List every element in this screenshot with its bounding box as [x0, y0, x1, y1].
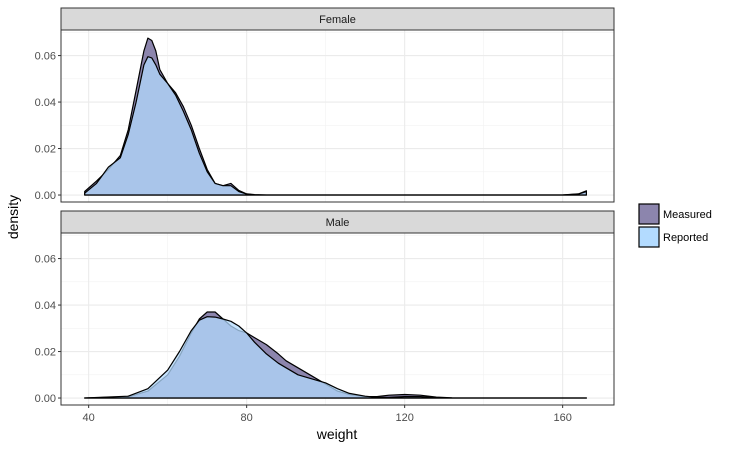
facet-strip — [60, 7, 615, 31]
legend: Measured Reported — [638, 203, 712, 248]
y-tick-label: 0.06 — [35, 51, 56, 63]
y-tick-label: 0.06 — [35, 254, 56, 266]
y-axis-title: density — [5, 195, 21, 239]
y-tick-label: 0.02 — [35, 144, 56, 156]
facet-strip — [60, 210, 615, 234]
legend-item-reported: Reported — [638, 226, 708, 248]
facet-strip-label: Male — [326, 217, 350, 229]
x-tick-label: 120 — [395, 412, 413, 424]
facet-panel-female: Female — [60, 7, 615, 203]
legend-key — [638, 226, 660, 248]
facet-panel-male: Male — [60, 210, 615, 406]
x-tick-label: 80 — [241, 412, 253, 424]
y-tick-label: 0.00 — [35, 190, 56, 202]
density-area-reported — [84, 316, 587, 399]
facet-strip-label: Female — [319, 14, 356, 26]
x-axis-title: weight — [316, 426, 358, 442]
y-tick-label: 0.04 — [35, 97, 56, 109]
y-tick-label: 0.02 — [35, 347, 56, 359]
density-area-reported — [84, 56, 587, 196]
x-tick-label: 40 — [83, 412, 95, 424]
legend-item-measured: Measured — [638, 203, 712, 225]
axes-layer: 0.00 0.02 0.04 0.06 0.00 0.02 0.04 0.06 40 80 120 1… — [35, 51, 572, 424]
y-tick-label: 0.04 — [35, 300, 56, 312]
panel-background — [61, 233, 614, 405]
y-tick-label: 0.00 — [35, 393, 56, 405]
legend-key — [638, 203, 660, 225]
x-tick-label: 160 — [553, 412, 571, 424]
facets-layer: Female Male — [60, 7, 615, 406]
legend-label: Measured — [663, 209, 712, 221]
legend-label: Reported — [663, 232, 708, 244]
